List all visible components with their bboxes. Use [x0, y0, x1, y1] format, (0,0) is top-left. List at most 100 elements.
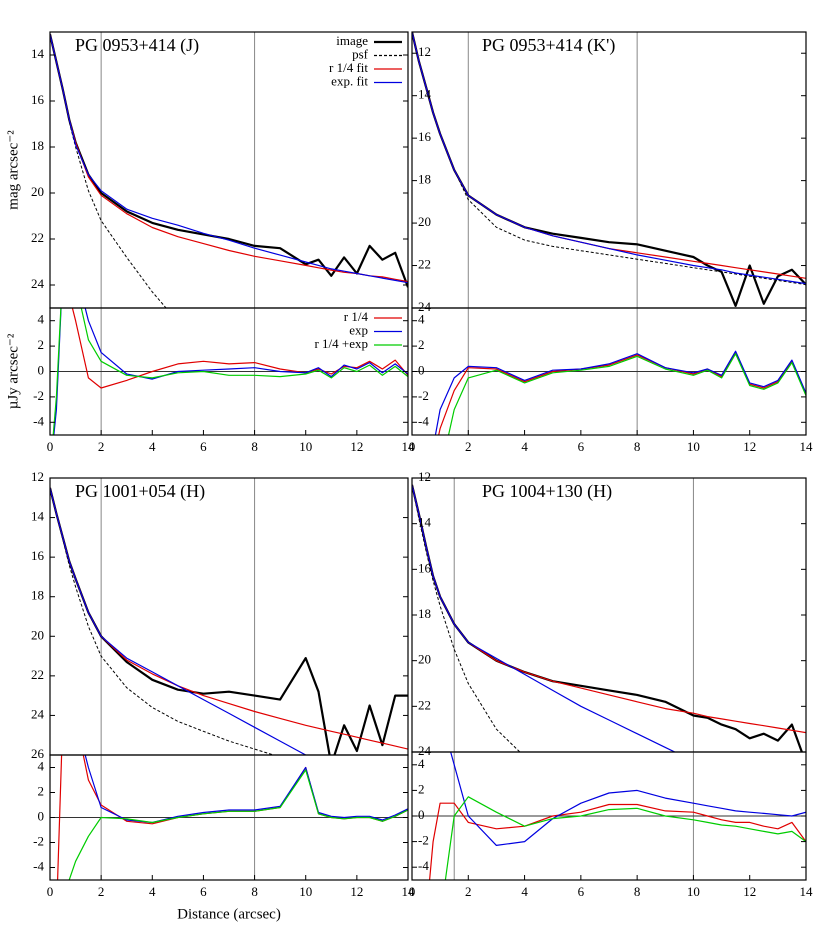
- y-tick-label: 14: [418, 515, 432, 530]
- panel: 12 14 16 18 20 22 24 PG 1004+130 (H): [411, 469, 807, 758]
- y-tick-label: 12: [418, 44, 431, 59]
- plot-area: [50, 755, 408, 880]
- y-tick-label: 0: [38, 808, 45, 823]
- x-tick-label: 12: [350, 884, 363, 899]
- series-line: [71, 308, 408, 389]
- y-axis-label: mag arcsec⁻²: [5, 130, 21, 210]
- x-tick-label: 2: [465, 439, 472, 454]
- plot-area: [412, 752, 806, 880]
- y-tick-label: 16: [418, 560, 432, 575]
- x-tick-label: 14: [402, 439, 416, 454]
- y-tick-label: 26: [31, 746, 45, 761]
- plot-area: [50, 478, 408, 755]
- x-tick-label: 6: [200, 439, 207, 454]
- series-line: [412, 484, 677, 752]
- frame: [411, 477, 807, 753]
- legend-label: r 1/4: [344, 309, 369, 324]
- x-tick-label: 0: [409, 884, 416, 899]
- y-tick-label: 18: [418, 606, 431, 621]
- y-tick-label: 0: [418, 362, 425, 377]
- y-tick-label: 12: [418, 469, 431, 484]
- series-line: [444, 796, 806, 880]
- series-line: [447, 353, 806, 435]
- x-tick-label: 10: [299, 884, 312, 899]
- y-tick-label: 20: [31, 184, 44, 199]
- y-tick-label: 24: [418, 299, 432, 314]
- panel-title: PG 0953+414 (J): [75, 35, 199, 56]
- legend-label: r 1/4 +exp: [314, 336, 368, 351]
- frame: [49, 307, 409, 436]
- y-tick-label: 16: [418, 129, 432, 144]
- panel: -4 -2 0 2 4 0 2 4 6 8 10 12 14 Distance (arcsec): [33, 754, 416, 922]
- x-tick-label: 14: [800, 439, 814, 454]
- panel: -4 -2 0 2 4 0 2 4 6 8 10 12 14: [409, 751, 813, 899]
- y-axis-label: µJy arcsec⁻²: [5, 333, 21, 409]
- plot-area: [412, 478, 806, 752]
- x-tick-label: 12: [350, 439, 363, 454]
- y-tick-label: -2: [418, 388, 429, 403]
- x-tick-label: 12: [743, 884, 756, 899]
- plot-area: [50, 32, 408, 308]
- y-tick-label: -4: [418, 858, 429, 873]
- x-tick-label: 2: [465, 884, 472, 899]
- y-tick-label: -2: [33, 833, 44, 848]
- y-tick-label: 0: [38, 362, 45, 377]
- x-tick-label: 0: [47, 884, 54, 899]
- x-tick-label: 10: [687, 439, 700, 454]
- y-tick-label: 12: [31, 469, 44, 484]
- legend-label: exp: [349, 322, 368, 337]
- y-tick-label: 22: [418, 257, 431, 272]
- x-tick-label: 6: [200, 884, 207, 899]
- series-line: [412, 32, 806, 285]
- series-line: [50, 34, 167, 308]
- y-tick-label: 20: [418, 652, 431, 667]
- series-line: [412, 32, 806, 307]
- x-tick-label: 0: [409, 439, 416, 454]
- series-line: [412, 484, 806, 734]
- panel: 14 16 18 20 22 24 PG 0953+414 (J) mag arcsec⁻² i…: [5, 31, 409, 309]
- frame: [411, 31, 807, 309]
- y-tick-label: 18: [31, 138, 44, 153]
- series-line: [50, 487, 307, 755]
- y-tick-label: 22: [31, 667, 44, 682]
- y-tick-label: -2: [418, 833, 429, 848]
- series-line: [412, 484, 521, 752]
- panel: -4 -2 0 2 4 0 2 4 6 8 10 12 14: [409, 307, 814, 454]
- x-axis-label: Distance (arcsec): [177, 906, 281, 922]
- y-tick-label: 18: [31, 588, 44, 603]
- series-line: [50, 487, 408, 750]
- x-tick-label: 10: [299, 439, 312, 454]
- x-tick-label: 10: [687, 884, 700, 899]
- series-line: [412, 484, 804, 752]
- series-line: [412, 32, 806, 286]
- y-tick-label: 2: [38, 783, 45, 798]
- panel: -4 -2 0 2 4 0 2 4 6 8 10 12 14 µJy arcsec⁻² r 1/4expr …: [5, 307, 416, 454]
- y-tick-label: 4: [38, 312, 45, 327]
- legend-label: r 1/4 fit: [329, 60, 368, 75]
- y-tick-label: 24: [418, 743, 432, 758]
- x-tick-label: 2: [98, 439, 105, 454]
- y-tick-label: 2: [418, 781, 425, 796]
- y-tick-label: 20: [31, 627, 44, 642]
- y-tick-label: 22: [418, 697, 431, 712]
- x-tick-label: 8: [251, 439, 258, 454]
- x-tick-label: 4: [149, 439, 156, 454]
- frame: [411, 307, 807, 436]
- x-tick-label: 8: [634, 439, 641, 454]
- panel: 12 14 16 18 20 22 24 26 PG 1001+054 (H): [31, 469, 409, 761]
- x-tick-label: 14: [402, 884, 416, 899]
- frame: [411, 751, 807, 881]
- y-tick-label: -4: [418, 413, 429, 428]
- x-tick-label: 6: [578, 884, 585, 899]
- y-tick-label: 22: [31, 230, 44, 245]
- y-tick-label: -4: [33, 413, 44, 428]
- series-line: [52, 308, 408, 435]
- y-tick-label: 4: [38, 758, 45, 773]
- series-line: [68, 769, 408, 880]
- frame: [49, 754, 409, 881]
- plot-area: [412, 308, 806, 435]
- y-tick-label: 16: [31, 92, 45, 107]
